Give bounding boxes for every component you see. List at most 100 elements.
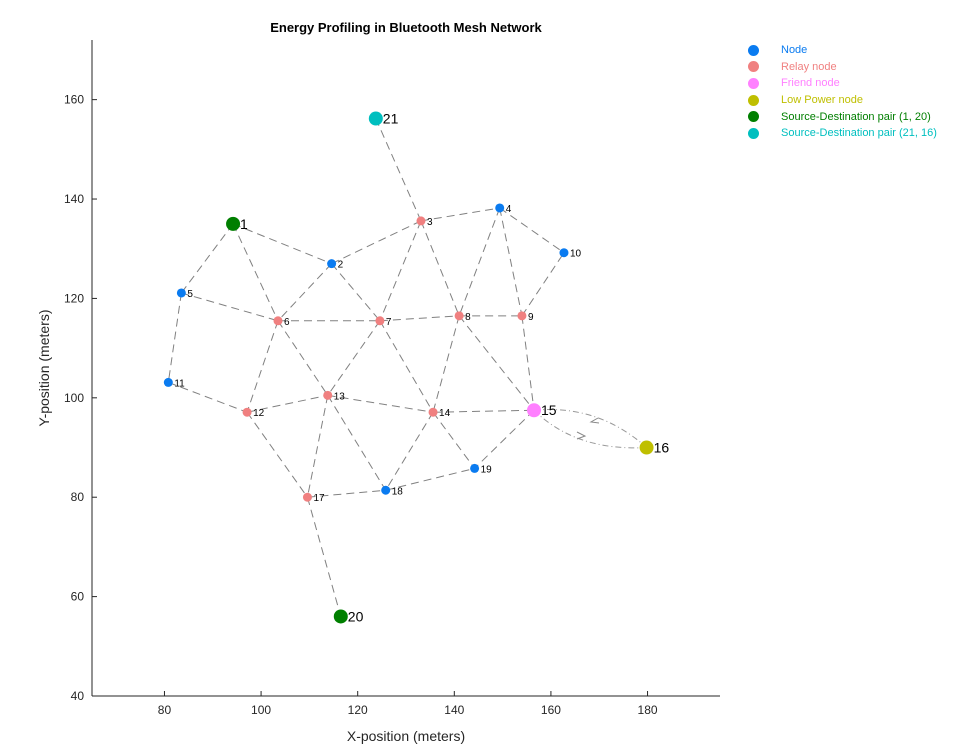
legend-label: Source-Destination pair (1, 20) — [781, 110, 931, 123]
edge-2-6 — [277, 263, 332, 322]
edge-5-6 — [181, 292, 279, 322]
node-marker-8 — [454, 311, 464, 321]
node-label-15: 15 — [541, 402, 557, 418]
x-tick-label: 80 — [158, 703, 172, 717]
node-marker-4 — [495, 203, 505, 213]
arrow-left-icon — [589, 417, 600, 424]
y-tick-label: 40 — [71, 689, 85, 703]
node-label-21: 21 — [383, 111, 399, 127]
legend-item-friend: Friend node — [748, 75, 937, 92]
edge-1-2 — [232, 223, 332, 265]
edge-4-8 — [458, 207, 501, 316]
x-tick-label: 180 — [638, 703, 658, 717]
node-label-8: 8 — [465, 312, 471, 323]
edge-13-18 — [327, 395, 387, 491]
x-tick-label: 120 — [348, 703, 368, 717]
y-axis-label: Y-position (meters) — [36, 310, 52, 427]
edge-14-19 — [432, 411, 475, 469]
node-marker-12 — [242, 407, 252, 417]
x-tick-label: 140 — [444, 703, 464, 717]
node-marker-20 — [333, 609, 348, 624]
node-marker-16 — [639, 440, 654, 455]
x-tick-label: 160 — [541, 703, 561, 717]
node-label-11: 11 — [174, 378, 185, 389]
friendship-link-lower — [533, 409, 647, 449]
y-tick-label: 80 — [71, 490, 85, 504]
legend-marker-icon — [748, 77, 759, 89]
legend-label: Low Power node — [781, 94, 863, 107]
legend-item-sd1: Source-Destination pair (1, 20) — [748, 108, 937, 125]
edge-3-8 — [420, 220, 460, 317]
edge-7-13 — [327, 320, 381, 396]
y-tick-label: 100 — [64, 391, 84, 405]
y-tick-label: 140 — [64, 192, 84, 206]
node-marker-14 — [428, 407, 438, 417]
node-marker-10 — [559, 248, 569, 258]
edge-17-20 — [306, 497, 342, 617]
edge-18-19 — [385, 467, 475, 491]
legend-marker-icon — [748, 61, 759, 73]
node-label-2: 2 — [338, 260, 344, 271]
edge-12-17 — [246, 411, 308, 498]
friendship-link-upper — [533, 409, 647, 448]
node-label-14: 14 — [439, 408, 451, 419]
edge-1-5 — [180, 223, 234, 294]
legend: Node Relay node Friend node Low Power node S… — [748, 42, 937, 142]
node-label-16: 16 — [654, 440, 670, 456]
node-marker-3 — [416, 216, 426, 226]
node-marker-19 — [470, 463, 480, 473]
edge-6-13 — [277, 320, 329, 396]
node-marker-11 — [163, 377, 173, 387]
x-axis-label: X-position (meters) — [347, 728, 465, 744]
edge-14-15 — [433, 409, 535, 413]
edge-11-12 — [168, 381, 248, 413]
node-label-19: 19 — [481, 464, 493, 475]
node-label-7: 7 — [386, 317, 392, 328]
y-tick-label: 120 — [64, 291, 84, 305]
legend-marker-icon — [748, 44, 759, 56]
chart-title: Energy Profiling in Bluetooth Mesh Netwo… — [270, 20, 542, 35]
node-label-4: 4 — [506, 204, 512, 215]
edge-3-4 — [420, 207, 500, 222]
edge-14-18 — [385, 411, 434, 491]
edge-13-17 — [306, 395, 329, 498]
edge-15-19 — [474, 409, 535, 469]
edge-4-9 — [499, 207, 523, 316]
node-label-18: 18 — [392, 486, 404, 497]
node-marker-21 — [368, 111, 383, 126]
edge-8-14 — [432, 315, 460, 413]
y-tick-label: 60 — [71, 590, 85, 604]
y-tick-label: 160 — [64, 93, 84, 107]
edge-9-15 — [521, 315, 535, 411]
node-marker-7 — [375, 316, 385, 326]
node-label-5: 5 — [187, 289, 193, 300]
legend-marker-icon — [748, 94, 759, 106]
arrow-right-icon — [576, 431, 587, 440]
edge-7-8 — [379, 315, 460, 322]
edge-1-6 — [232, 223, 279, 321]
edge-3-21 — [375, 118, 422, 222]
edge-8-15 — [458, 315, 535, 411]
node-label-6: 6 — [284, 317, 290, 328]
legend-label: Node — [781, 44, 808, 57]
node-label-1: 1 — [240, 216, 248, 232]
edge-6-12 — [246, 320, 279, 413]
edge-12-13 — [246, 394, 328, 413]
legend-label: Friend node — [781, 77, 840, 90]
node-label-12: 12 — [253, 408, 265, 419]
x-tick-label: 100 — [251, 703, 271, 717]
node-label-9: 9 — [528, 312, 534, 323]
legend-item-sd2: Source-Destination pair (21, 16) — [748, 125, 937, 142]
edge-2-3 — [331, 220, 422, 265]
edge-4-10 — [499, 207, 565, 254]
legend-label: Relay node — [781, 60, 837, 73]
edge-3-7 — [379, 220, 422, 321]
edge-17-18 — [307, 489, 386, 498]
edge-5-11 — [167, 292, 182, 383]
legend-marker-icon — [748, 111, 759, 123]
legend-item-lowpower: Low Power node — [748, 92, 937, 109]
node-marker-15 — [527, 403, 542, 418]
legend-marker-icon — [748, 127, 759, 139]
node-marker-1 — [226, 216, 241, 231]
